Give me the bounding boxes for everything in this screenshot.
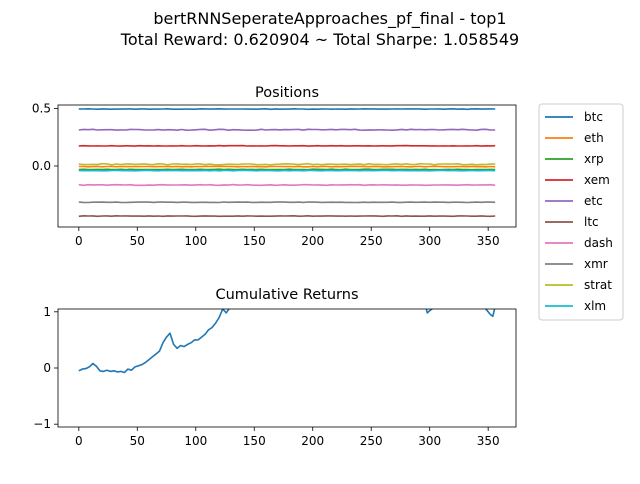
returns-title: Cumulative Returns [215, 287, 358, 303]
returns-series [79, 301, 495, 373]
returns-panel: Cumulative Returns 0 50 100 150 200 250 300 350… [33, 287, 516, 448]
positions-line-xem [79, 146, 495, 147]
legend-label-strat: strat [584, 278, 612, 292]
legend-label-xmr: xmr [584, 257, 608, 271]
positions-panel: Positions 0 50 100 150 200 250 300 350 0.5 0.0 [32, 85, 516, 248]
legend-label-xem: xem [584, 173, 610, 187]
positions-line-xmr [79, 202, 495, 203]
returns-xtick-label: 250 [360, 434, 383, 448]
legend-label-eth: eth [584, 131, 604, 145]
legend-label-xlm: xlm [584, 299, 606, 313]
positions-line-ltc [79, 216, 495, 217]
returns-xtick-label: 350 [477, 434, 500, 448]
positions-xtick-label: 0 [75, 234, 83, 248]
positions-line-xrp [79, 169, 495, 170]
returns-axes [58, 309, 516, 427]
positions-x-axis: 0 50 100 150 200 250 300 350 [75, 227, 500, 248]
legend-label-etc: etc [584, 194, 603, 208]
positions-xtick-label: 150 [243, 234, 266, 248]
returns-xtick-label: 300 [418, 434, 441, 448]
legend-label-btc: btc [584, 110, 603, 124]
legend-label-xrp: xrp [584, 152, 604, 166]
positions-title: Positions [255, 85, 319, 101]
positions-xtick-label: 200 [301, 234, 324, 248]
positions-line-etc [79, 129, 495, 130]
returns-x-axis: 0 50 100 150 200 250 300 350 [75, 427, 500, 448]
positions-y-axis: 0.5 0.0 [32, 101, 58, 173]
returns-xtick-label: 100 [184, 434, 207, 448]
positions-xtick-label: 350 [477, 234, 500, 248]
legend: btc eth xrp xem etc ltc dash xmr strat xlm [539, 104, 623, 320]
positions-series [79, 109, 495, 217]
returns-xtick-label: 150 [243, 434, 266, 448]
positions-line-dash [79, 185, 495, 186]
positions-xtick-label: 100 [184, 234, 207, 248]
returns-xtick-label: 50 [130, 434, 145, 448]
positions-line-btc [79, 109, 495, 110]
positions-xtick-label: 50 [130, 234, 145, 248]
figure-title: bertRNNSeperateApproaches_pf_final - top… [153, 9, 506, 29]
positions-xtick-label: 250 [360, 234, 383, 248]
legend-label-ltc: ltc [584, 215, 599, 229]
returns-y-axis: 1 0 −1 [33, 305, 58, 431]
positions-ytick-label: 0.0 [32, 159, 51, 173]
returns-xtick-label: 200 [301, 434, 324, 448]
returns-line-series [79, 301, 495, 373]
figure-subtitle: Total Reward: 0.620904 ~ Total Sharpe: 1… [120, 30, 519, 49]
returns-ytick-label: 0 [43, 361, 51, 375]
returns-ytick-label: −1 [33, 417, 51, 431]
positions-ytick-label: 0.5 [32, 101, 51, 115]
legend-label-dash: dash [584, 236, 613, 250]
positions-xtick-label: 300 [418, 234, 441, 248]
positions-line-strat [79, 164, 495, 165]
returns-ytick-label: 1 [43, 305, 51, 319]
returns-xtick-label: 0 [75, 434, 83, 448]
